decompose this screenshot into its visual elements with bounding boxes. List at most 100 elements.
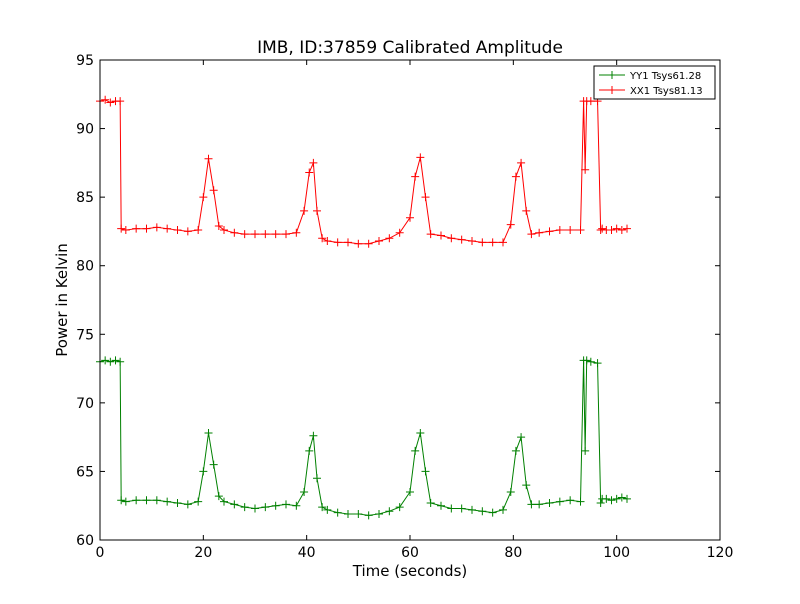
- data-point-marker: [344, 238, 352, 247]
- data-point-marker: [522, 481, 531, 490]
- data-point-marker: [511, 446, 520, 455]
- data-point-marker: [309, 431, 318, 440]
- data-point-marker: [517, 158, 526, 167]
- data-point-marker: [300, 488, 309, 496]
- data-point-marker: [333, 238, 342, 247]
- data-point-marker: [511, 172, 520, 181]
- data-point-marker: [437, 501, 445, 510]
- x-axis-label: Time (seconds): [352, 562, 468, 580]
- data-point-marker: [598, 224, 607, 233]
- data-point-marker: [457, 235, 466, 244]
- data-point-marker: [385, 507, 394, 516]
- data-point-marker: [545, 227, 554, 236]
- data-point-marker: [163, 224, 172, 233]
- data-point-marker: [395, 503, 404, 512]
- data-point-marker: [364, 511, 373, 520]
- data-point-marker: [375, 237, 383, 246]
- data-point-marker: [309, 158, 318, 167]
- data-point-marker: [240, 503, 249, 512]
- data-point-marker: [581, 165, 590, 174]
- data-point-marker: [354, 509, 363, 518]
- data-point-marker: [612, 224, 621, 233]
- data-point-marker: [478, 507, 487, 516]
- data-point-marker: [612, 494, 621, 503]
- data-point-marker: [323, 505, 332, 514]
- data-point-marker: [411, 446, 420, 455]
- legend-box: [593, 65, 716, 100]
- data-point-marker: [261, 230, 270, 239]
- data-point-marker: [194, 497, 203, 506]
- data-point-marker: [416, 429, 425, 438]
- x-tick-label: 100: [603, 545, 630, 561]
- data-point-marker: [607, 496, 616, 505]
- data-point-marker: [426, 498, 435, 507]
- data-point-marker: [220, 497, 228, 506]
- x-tick-label: 20: [194, 545, 212, 561]
- data-point-marker: [596, 498, 605, 507]
- data-point-marker: [271, 230, 280, 239]
- data-point-marker: [499, 238, 507, 247]
- data-point-marker: [163, 497, 172, 506]
- data-point-marker: [318, 234, 327, 243]
- data-point-marker: [617, 226, 626, 235]
- data-point-marker: [251, 230, 259, 239]
- data-point-marker: [555, 226, 564, 235]
- data-point-marker: [499, 505, 507, 514]
- data-point-marker: [204, 429, 213, 438]
- data-point-marker: [586, 97, 595, 106]
- data-point-marker: [607, 226, 616, 235]
- data-point-marker: [230, 228, 239, 237]
- series-line: [99, 359, 628, 516]
- y-tick-label: 85: [76, 190, 94, 206]
- data-point-marker: [142, 224, 151, 233]
- data-point-marker: [555, 497, 564, 506]
- data-point-marker: [173, 226, 182, 235]
- data-point-marker: [106, 357, 115, 366]
- data-point-marker: [506, 488, 515, 496]
- data-point-marker: [251, 504, 259, 513]
- data-point-marker: [204, 154, 213, 163]
- data-point-marker: [468, 237, 476, 246]
- data-point-marker: [426, 230, 435, 239]
- data-point-marker: [214, 221, 223, 230]
- data-point-marker: [576, 226, 585, 235]
- data-point-marker: [313, 474, 321, 483]
- data-point-marker: [421, 467, 430, 476]
- data-point-marker: [375, 509, 383, 518]
- y-axis-label: Power in Kelvin: [53, 243, 71, 357]
- data-point-marker: [488, 508, 497, 517]
- data-point-marker: [406, 488, 414, 496]
- legend-entry: XX1 Tsys81.13: [599, 86, 703, 97]
- data-point-marker: [602, 494, 611, 503]
- data-point-marker: [152, 496, 161, 505]
- data-point-marker: [116, 97, 125, 106]
- data-point-marker: [101, 95, 110, 104]
- data-point-marker: [142, 496, 151, 505]
- data-point-marker: [385, 234, 394, 243]
- y-tick-label: 95: [76, 53, 94, 69]
- data-point-marker: [517, 433, 526, 442]
- data-point-marker: [421, 193, 430, 202]
- data-point-marker: [183, 227, 192, 236]
- data-point-marker: [132, 224, 141, 233]
- data-point-marker: [117, 496, 126, 505]
- legend-label: YY1 Tsys61.28: [629, 71, 701, 82]
- data-point-marker: [199, 467, 208, 476]
- data-point-marker: [535, 228, 544, 237]
- data-point-marker: [132, 496, 141, 505]
- data-point-marker: [111, 356, 120, 365]
- data-point-marker: [364, 239, 373, 248]
- data-point-marker: [117, 224, 126, 233]
- data-point-marker: [271, 501, 280, 510]
- data-point-marker: [323, 237, 332, 246]
- series-2: [96, 95, 631, 248]
- data-point-marker: [416, 153, 425, 162]
- x-tick-label: 80: [504, 545, 522, 561]
- data-point-marker: [209, 460, 218, 469]
- data-point-marker: [152, 223, 161, 232]
- data-point-marker: [292, 228, 301, 237]
- data-point-marker: [199, 193, 208, 202]
- data-point-marker: [527, 230, 536, 239]
